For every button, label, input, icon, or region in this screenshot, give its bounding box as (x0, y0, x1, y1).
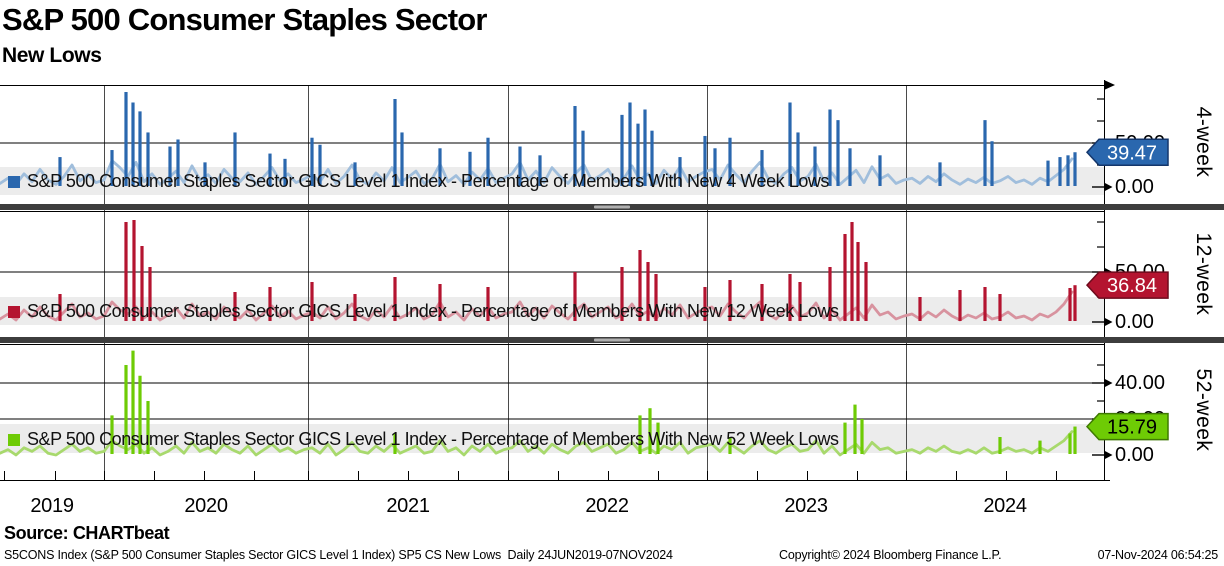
x-tick-2024: 2024 (983, 495, 1027, 517)
x-tick-2023: 2023 (784, 495, 828, 517)
last-value-text: 39.47 (1107, 142, 1157, 164)
footer-timestamp: 07-Nov-2024 06:54:25 (1097, 548, 1219, 562)
page-title: S&P 500 Consumer Staples Sector (2, 2, 487, 37)
series-swatch-icon (8, 434, 20, 446)
panel-label-12week: 12-week (1192, 232, 1215, 316)
x-tick-2021: 2021 (386, 495, 430, 517)
panel-splitter-grip[interactable] (594, 205, 630, 209)
page-subtitle: New Lows (2, 44, 102, 67)
series-swatch-icon (8, 176, 20, 188)
x-tick-2019: 2019 (30, 495, 74, 517)
legend-52week: S&P 500 Consumer Staples Sector GICS Lev… (8, 429, 839, 450)
x-tick-2022: 2022 (585, 495, 629, 517)
last-value-badge (1085, 271, 1169, 299)
panel-label-4week: 4-week (1192, 106, 1215, 178)
footer-description: S5CONS Index (S&P 500 Consumer Staples S… (4, 548, 673, 562)
y-tick-label: 40.00 (1115, 372, 1165, 394)
y-tick-label: 0.00 (1115, 311, 1154, 333)
legend-4week: S&P 500 Consumer Staples Sector GICS Lev… (8, 171, 829, 192)
legend-label: S&P 500 Consumer Staples Sector GICS Lev… (27, 171, 829, 191)
last-value-text: 15.79 (1107, 417, 1157, 439)
x-tick-2020: 2020 (184, 495, 228, 517)
last-value-badge (1085, 138, 1169, 167)
panel-label-52week: 52-week (1192, 368, 1215, 452)
panel-splitter-grip[interactable] (594, 338, 630, 342)
last-value-badge (1085, 412, 1169, 441)
y-tick-label: 0.00 (1115, 444, 1154, 466)
series-swatch-icon (8, 306, 20, 318)
source-label: Source: CHARTbeat (4, 523, 170, 543)
legend-label: S&P 500 Consumer Staples Sector GICS Lev… (27, 301, 839, 321)
y-tick-label: 0.00 (1115, 176, 1154, 198)
footer-copyright: Copyright© 2024 Bloomberg Finance L.P. (779, 548, 1002, 562)
legend-label: S&P 500 Consumer Staples Sector GICS Lev… (27, 429, 839, 449)
last-value-text: 36.84 (1107, 275, 1157, 297)
legend-12week: S&P 500 Consumer Staples Sector GICS Lev… (8, 301, 839, 322)
